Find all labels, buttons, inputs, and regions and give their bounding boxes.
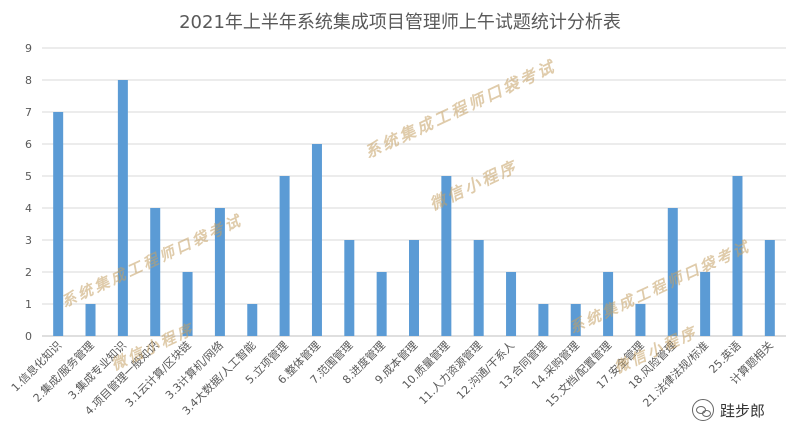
- bar: [700, 272, 711, 336]
- y-tick-label: 2: [25, 266, 32, 279]
- x-tick-label: 3.3计算机/网络: [162, 338, 226, 402]
- bar: [247, 304, 258, 336]
- bar: [570, 304, 581, 336]
- y-tick-label: 0: [25, 330, 32, 343]
- x-axis-ticks: 1.信息化知识2.集成/服务管理3.集成专业知识4.项目管理一般知识3.1云计算…: [8, 338, 776, 418]
- bars: [53, 80, 775, 336]
- brand-name: 跬步郎: [719, 401, 765, 420]
- bar: [150, 208, 161, 336]
- bar: [441, 176, 452, 336]
- bar: [764, 240, 775, 336]
- wechat-icon: [691, 399, 714, 421]
- bar: [409, 240, 419, 336]
- bar: [506, 272, 517, 336]
- bar: [635, 304, 646, 336]
- bar: [473, 240, 484, 336]
- bar: [214, 208, 225, 336]
- gridlines: [42, 47, 786, 337]
- bar: [53, 112, 64, 336]
- footer-brand: 跬步郎: [691, 399, 765, 421]
- bar: [311, 144, 322, 336]
- x-tick-label: 3.集成专业知识: [65, 338, 129, 402]
- chart-title: 2021年上半年系统集成项目管理师上午试题统计分析表: [179, 12, 621, 33]
- bar: [344, 240, 355, 336]
- bar: [182, 272, 193, 336]
- y-tick-label: 9: [25, 42, 32, 55]
- y-tick-label: 6: [25, 138, 32, 151]
- y-tick-label: 3: [25, 234, 32, 247]
- y-tick-label: 7: [25, 106, 32, 119]
- y-axis-ticks: 0 1 2 3 4 5 6 7 8 9: [25, 42, 32, 343]
- bar: [667, 208, 678, 336]
- bar: [85, 304, 96, 336]
- bar: [117, 80, 128, 336]
- y-tick-label: 4: [25, 202, 32, 215]
- bar: [279, 176, 290, 336]
- bar: [376, 272, 387, 336]
- bar: [538, 304, 549, 336]
- y-tick-label: 5: [25, 170, 32, 183]
- bar: [603, 272, 614, 336]
- y-tick-label: 8: [25, 74, 32, 87]
- bar: [732, 176, 743, 336]
- y-tick-label: 1: [25, 298, 32, 311]
